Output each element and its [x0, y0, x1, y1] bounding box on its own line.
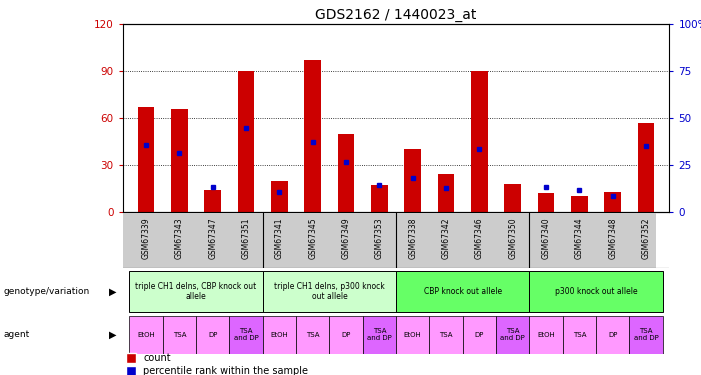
Text: GSM67345: GSM67345 [308, 217, 318, 259]
Bar [538, 193, 554, 212]
Text: TSA
and DP: TSA and DP [634, 328, 658, 341]
Bar [396, 316, 430, 354]
Bar [430, 316, 463, 354]
Bar [171, 109, 188, 212]
Text: triple CH1 delns, p300 knock
out allele: triple CH1 delns, p300 knock out allele [274, 282, 385, 301]
Bar [362, 316, 396, 354]
Bar [263, 271, 396, 312]
Bar [338, 134, 355, 212]
Bar [130, 271, 263, 312]
Bar [263, 316, 296, 354]
Bar [529, 316, 563, 354]
Bar [137, 107, 154, 212]
Bar [329, 316, 362, 354]
Bar [496, 316, 529, 354]
Bar [596, 316, 629, 354]
Bar [371, 185, 388, 212]
Text: GSM67347: GSM67347 [208, 217, 217, 259]
Bar [130, 316, 163, 354]
Bar [638, 123, 655, 212]
Text: TSA: TSA [440, 332, 453, 338]
Bar [404, 149, 421, 212]
Bar [229, 316, 263, 354]
Bar [463, 316, 496, 354]
Bar [505, 184, 521, 212]
Text: CBP knock out allele: CBP knock out allele [423, 287, 502, 296]
Text: GSM67349: GSM67349 [341, 217, 350, 259]
Text: EtOH: EtOH [271, 332, 288, 338]
Text: GSM67338: GSM67338 [408, 217, 417, 259]
Bar [571, 196, 587, 212]
Text: p300 knock out allele: p300 knock out allele [554, 287, 637, 296]
Bar [196, 316, 229, 354]
Text: GSM67351: GSM67351 [242, 217, 250, 259]
Text: GSM67340: GSM67340 [542, 217, 550, 259]
Text: GSM67344: GSM67344 [575, 217, 584, 259]
Text: ▶: ▶ [109, 286, 116, 297]
Text: GSM67348: GSM67348 [608, 217, 618, 259]
Text: ▶: ▶ [109, 330, 116, 340]
Bar [205, 190, 221, 212]
Text: triple CH1 delns, CBP knock out
allele: triple CH1 delns, CBP knock out allele [135, 282, 257, 301]
Text: TSA: TSA [172, 332, 186, 338]
Text: GSM67341: GSM67341 [275, 217, 284, 259]
Bar [238, 71, 254, 212]
Text: GSM67343: GSM67343 [175, 217, 184, 259]
Bar [629, 316, 662, 354]
Text: TSA
and DP: TSA and DP [501, 328, 525, 341]
Text: TSA
and DP: TSA and DP [367, 328, 392, 341]
Text: DP: DP [608, 332, 618, 338]
Text: EtOH: EtOH [137, 332, 155, 338]
Bar [529, 271, 662, 312]
Text: GSM67353: GSM67353 [375, 217, 384, 259]
Text: agent: agent [4, 330, 29, 339]
Text: EtOH: EtOH [537, 332, 555, 338]
Text: GSM67352: GSM67352 [641, 217, 651, 259]
Text: TSA
and DP: TSA and DP [233, 328, 259, 341]
Title: GDS2162 / 1440023_at: GDS2162 / 1440023_at [315, 8, 477, 22]
Bar [563, 316, 596, 354]
Bar [471, 71, 488, 212]
Text: DP: DP [475, 332, 484, 338]
Bar [271, 181, 287, 212]
Legend: count, percentile rank within the sample: count, percentile rank within the sample [128, 353, 308, 375]
Bar [437, 174, 454, 212]
Text: GSM67346: GSM67346 [475, 217, 484, 259]
Bar [396, 271, 529, 312]
Text: GSM67339: GSM67339 [142, 217, 151, 259]
Bar [604, 192, 621, 212]
Text: GSM67342: GSM67342 [442, 217, 451, 259]
Text: genotype/variation: genotype/variation [4, 287, 90, 296]
Text: GSM67350: GSM67350 [508, 217, 517, 259]
Text: DP: DP [208, 332, 217, 338]
Text: TSA: TSA [573, 332, 586, 338]
Bar [163, 316, 196, 354]
Text: EtOH: EtOH [404, 332, 421, 338]
Bar [296, 316, 329, 354]
Bar [304, 60, 321, 212]
Text: TSA: TSA [306, 332, 320, 338]
Text: DP: DP [341, 332, 350, 338]
